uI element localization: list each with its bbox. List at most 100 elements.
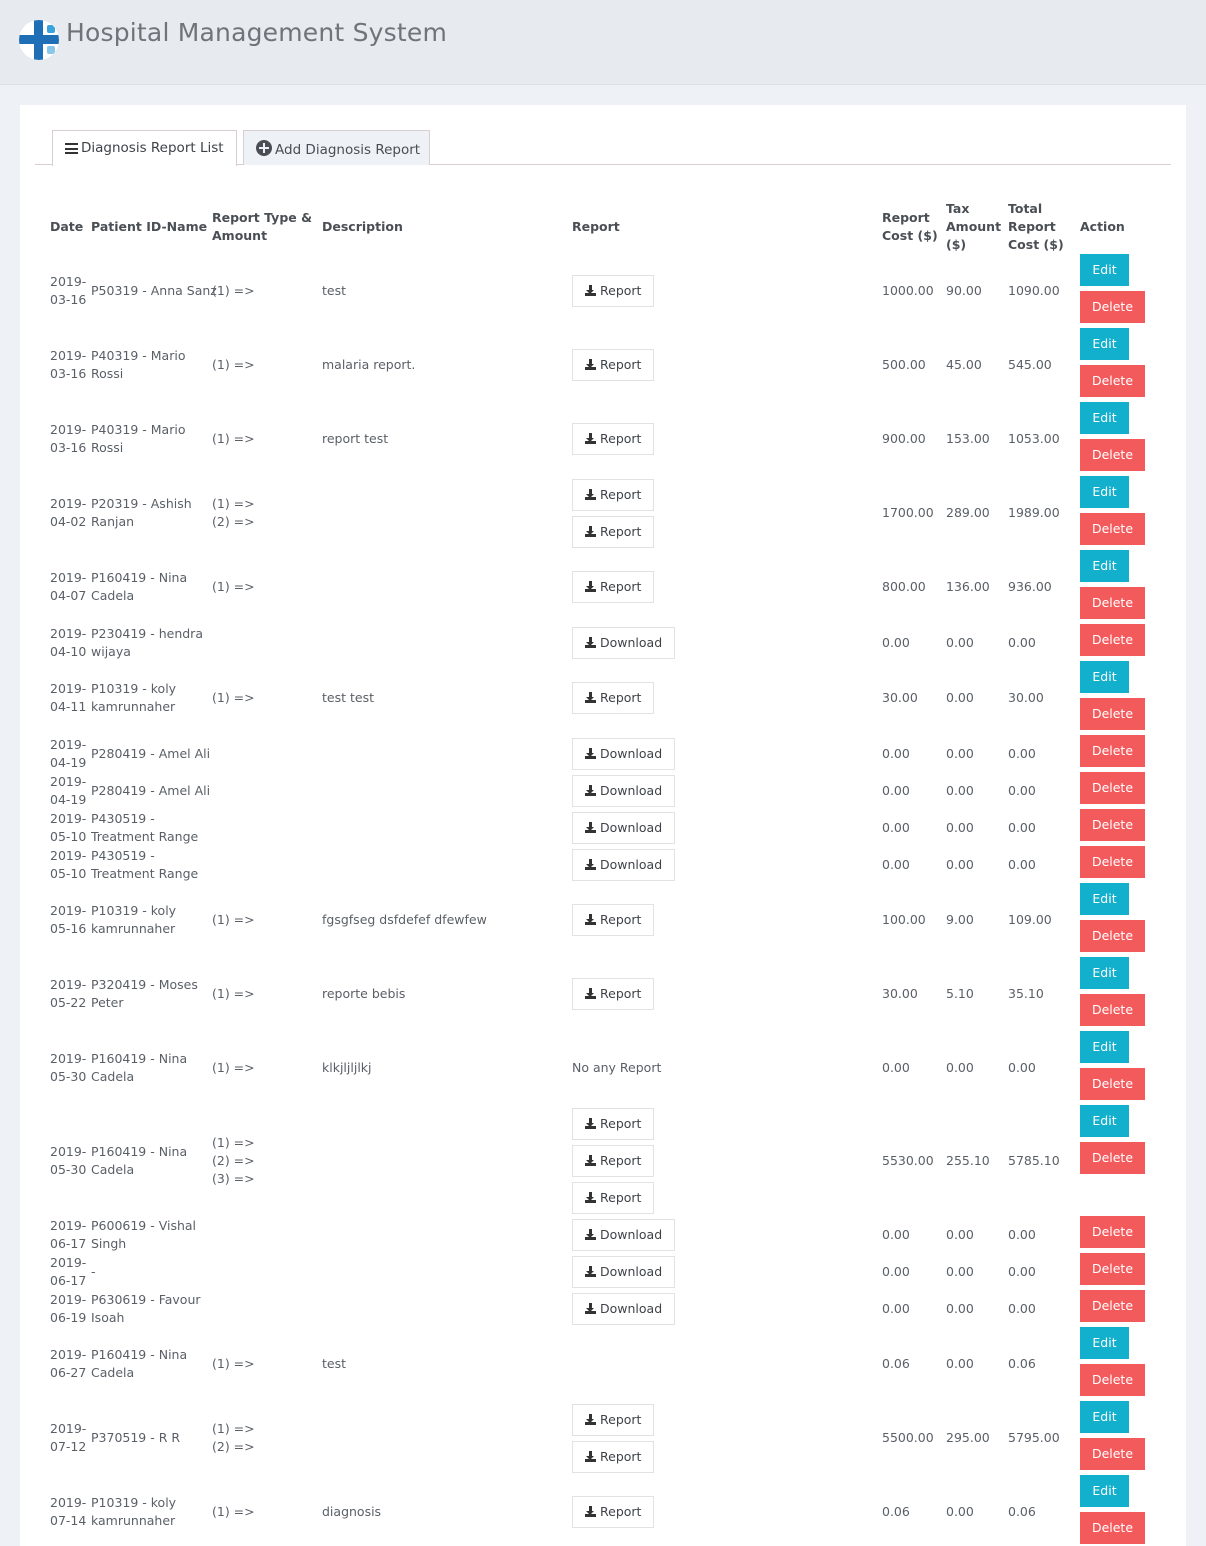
- report-download-button[interactable]: Report: [572, 1144, 654, 1177]
- description-cell: diagnosis: [322, 1504, 382, 1519]
- report-cost-cell: 0.06: [882, 1356, 910, 1371]
- date-cell: 2019-: [50, 625, 87, 641]
- button-label: Report: [600, 431, 642, 446]
- download-button[interactable]: Download: [572, 626, 675, 659]
- edit-button[interactable]: Edit: [1080, 550, 1129, 582]
- edit-button[interactable]: Edit: [1080, 402, 1129, 434]
- report-download-button[interactable]: Report: [572, 275, 654, 307]
- delete-button[interactable]: Delete: [1080, 809, 1145, 841]
- patient-cell: P10319 - koly: [91, 1495, 177, 1510]
- delete-button[interactable]: Delete: [1080, 698, 1145, 730]
- report-type-cell: (1) =>: [212, 690, 255, 705]
- report-download-button[interactable]: Report: [572, 1107, 654, 1140]
- report-download-button[interactable]: Report: [572, 515, 654, 548]
- report-type-cell: (3) =>: [212, 1170, 255, 1186]
- delete-button[interactable]: Delete: [1080, 624, 1145, 656]
- delete-button[interactable]: Delete: [1080, 365, 1145, 397]
- header-date: Date: [50, 219, 84, 234]
- download-button[interactable]: Download: [572, 1292, 675, 1325]
- delete-button[interactable]: Delete: [1080, 735, 1145, 767]
- report-cost-cell: 0.06: [882, 1504, 910, 1519]
- button-label: Download: [600, 782, 663, 798]
- patient-cell: Cadela: [91, 1365, 135, 1380]
- edit-button[interactable]: Edit: [1080, 476, 1129, 508]
- date-cell: 05-10: [50, 865, 87, 881]
- tax-amount-cell: 0.00: [946, 1300, 974, 1316]
- date-cell: 2019-: [50, 810, 87, 826]
- top-header: Hospital Management System: [0, 0, 1206, 85]
- edit-button[interactable]: Edit: [1080, 661, 1129, 693]
- delete-button[interactable]: Delete: [1080, 994, 1145, 1026]
- edit-button[interactable]: Edit: [1080, 1401, 1129, 1433]
- edit-button[interactable]: Edit: [1080, 883, 1129, 915]
- report-download-button[interactable]: Report: [572, 1403, 654, 1436]
- download-icon: [585, 581, 596, 592]
- report-download-button[interactable]: Report: [572, 1181, 654, 1214]
- download-icon: [585, 784, 596, 796]
- report-download-button[interactable]: Report: [572, 682, 654, 714]
- delete-button[interactable]: Delete: [1080, 920, 1145, 952]
- description-cell: fgsgfseg dsfdefef dfewfew: [322, 912, 487, 927]
- delete-button[interactable]: Delete: [1080, 1364, 1145, 1396]
- date-cell: 04-10: [50, 643, 87, 659]
- patient-cell: wijaya: [91, 643, 131, 659]
- report-download-button[interactable]: Report: [572, 1496, 654, 1528]
- delete-button[interactable]: Delete: [1080, 439, 1145, 471]
- delete-button[interactable]: Delete: [1080, 1142, 1145, 1174]
- report-download-button[interactable]: Report: [572, 1440, 654, 1473]
- delete-button[interactable]: Delete: [1080, 1290, 1145, 1322]
- tab-add-diagnosis-report[interactable]: Add Diagnosis Report: [243, 130, 430, 165]
- report-download-button[interactable]: Report: [572, 904, 654, 936]
- header-action: Action: [1080, 219, 1125, 234]
- report-download-button[interactable]: Report: [572, 478, 654, 511]
- download-button[interactable]: Download: [572, 1218, 675, 1251]
- download-button[interactable]: Download: [572, 774, 675, 807]
- report-download-button[interactable]: Report: [572, 978, 654, 1010]
- report-download-button[interactable]: Report: [572, 571, 654, 603]
- delete-button[interactable]: Delete: [1080, 1438, 1145, 1470]
- edit-button[interactable]: Edit: [1080, 957, 1129, 989]
- download-icon: [585, 858, 596, 870]
- header-description: Description: [322, 219, 403, 234]
- download-button[interactable]: Download: [572, 737, 675, 770]
- button-label: Download: [600, 1300, 663, 1316]
- patient-cell: -: [91, 1263, 96, 1279]
- download-button[interactable]: Download: [572, 811, 675, 844]
- patient-cell: P50319 - Anna Sanz: [91, 283, 217, 298]
- delete-button[interactable]: Delete: [1080, 1253, 1145, 1285]
- edit-button[interactable]: Edit: [1080, 328, 1129, 360]
- patient-cell: Treatment Range: [91, 828, 199, 844]
- tax-amount-cell: 0.00: [946, 1263, 974, 1279]
- tab-diagnosis-report-list[interactable]: Diagnosis Report List: [52, 130, 237, 166]
- delete-button[interactable]: Delete: [1080, 1216, 1145, 1248]
- report-cost-cell: 0.00: [882, 1263, 910, 1279]
- button-label: Report: [600, 1448, 642, 1464]
- date-cell: 2019-: [50, 1254, 87, 1270]
- report-download-button[interactable]: Report: [572, 423, 654, 455]
- edit-button[interactable]: Edit: [1080, 1031, 1129, 1063]
- delete-button[interactable]: Delete: [1080, 1512, 1145, 1544]
- delete-button[interactable]: Delete: [1080, 846, 1145, 878]
- download-button[interactable]: Download: [572, 1255, 675, 1288]
- edit-button[interactable]: Edit: [1080, 1475, 1129, 1507]
- report-type-cell: (1) =>: [212, 1421, 255, 1436]
- date-cell: 03-16: [50, 292, 87, 307]
- date-cell: 2019-: [50, 681, 87, 696]
- total-cost-cell: 0.06: [1008, 1504, 1036, 1519]
- button-label: Download: [600, 819, 663, 835]
- delete-button[interactable]: Delete: [1080, 513, 1145, 545]
- delete-button[interactable]: Delete: [1080, 587, 1145, 619]
- delete-button[interactable]: Delete: [1080, 291, 1145, 323]
- button-label: Report: [600, 1115, 642, 1131]
- edit-button[interactable]: Edit: [1080, 254, 1129, 286]
- delete-button[interactable]: Delete: [1080, 1068, 1145, 1100]
- edit-button[interactable]: Edit: [1080, 1327, 1129, 1359]
- download-button[interactable]: Download: [572, 848, 675, 881]
- button-label: Download: [600, 856, 663, 872]
- delete-button[interactable]: Delete: [1080, 772, 1145, 804]
- report-download-button[interactable]: Report: [572, 349, 654, 381]
- header-total-1: Total: [1008, 201, 1043, 216]
- report-cost-cell: 5530.00: [882, 1152, 934, 1168]
- edit-button[interactable]: Edit: [1080, 1105, 1129, 1137]
- date-cell: 05-16: [50, 921, 87, 936]
